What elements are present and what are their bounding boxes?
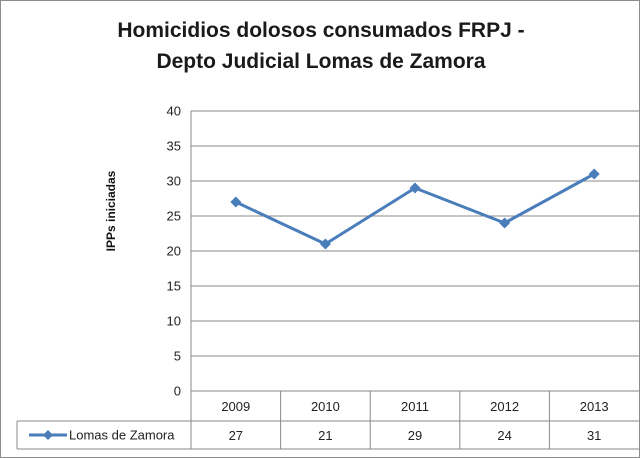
data-table-value: 24 bbox=[497, 428, 511, 443]
y-tick-label: 35 bbox=[167, 139, 181, 154]
chart-title-line-1: Homicidios dolosos consumados FRPJ - bbox=[117, 19, 525, 42]
y-axis-label: IPPs iniciadas bbox=[104, 170, 118, 251]
y-tick-label: 0 bbox=[174, 384, 181, 399]
x-tick-label: 2013 bbox=[580, 399, 609, 414]
data-point-marker bbox=[230, 196, 242, 208]
x-tick-label: 2012 bbox=[490, 399, 519, 414]
y-tick-label: 15 bbox=[167, 279, 181, 294]
y-tick-label: 5 bbox=[174, 349, 181, 364]
y-tick-label: 20 bbox=[167, 244, 181, 259]
legend-marker bbox=[43, 430, 53, 440]
chart-title: Homicidios dolosos consumados FRPJ - Dep… bbox=[61, 15, 581, 77]
y-tick-label: 10 bbox=[167, 314, 181, 329]
x-tick-label: 2009 bbox=[221, 399, 250, 414]
data-table-value: 31 bbox=[587, 428, 601, 443]
data-point-marker bbox=[319, 238, 331, 250]
x-tick-label: 2010 bbox=[311, 399, 340, 414]
y-tick-label: 40 bbox=[167, 104, 181, 119]
legend-label: Lomas de Zamora bbox=[69, 428, 175, 443]
chart-title-line-2: Depto Judicial Lomas de Zamora bbox=[156, 50, 486, 73]
y-tick-label: 30 bbox=[167, 174, 181, 189]
data-table-value: 29 bbox=[408, 428, 422, 443]
data-point-marker bbox=[409, 182, 421, 194]
data-point-marker bbox=[588, 168, 600, 180]
data-table-value: 21 bbox=[318, 428, 332, 443]
x-tick-label: 2011 bbox=[401, 399, 429, 414]
data-table-value: 27 bbox=[229, 428, 243, 443]
y-tick-label: 25 bbox=[167, 209, 181, 224]
data-point-marker bbox=[499, 217, 511, 229]
